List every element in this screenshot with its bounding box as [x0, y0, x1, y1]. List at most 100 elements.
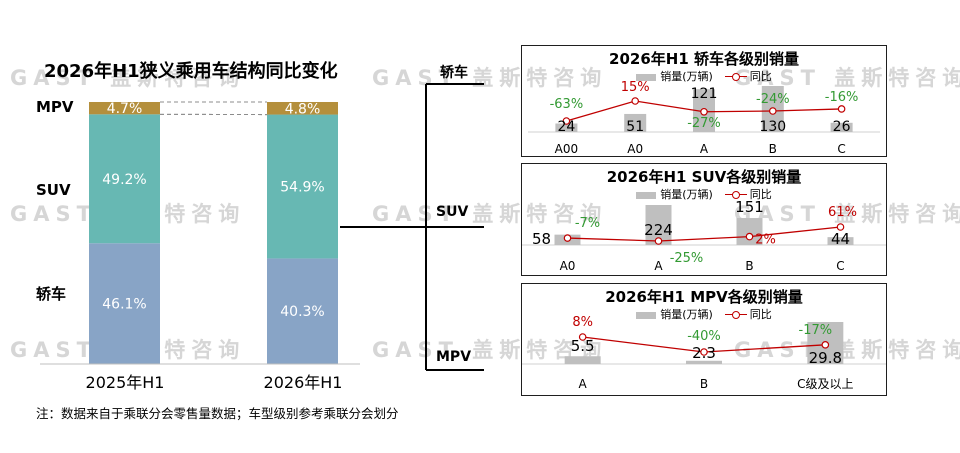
- data-label: 4.8%: [285, 101, 321, 117]
- sedan-panel: 2026年H1 轿车各级别销量 销量(万辆) 同比 24 51 121 130 26 -63…: [521, 45, 887, 157]
- legend-swatch-bar: [636, 311, 657, 319]
- x-tick-label: 2026年H1: [263, 373, 343, 392]
- bar-segment: [89, 102, 160, 115]
- yoy-label: -24%: [756, 92, 790, 107]
- category-label: A: [700, 142, 709, 156]
- yoy-point: [700, 107, 708, 116]
- panel-title: 2026年H1 轿车各级别销量: [609, 50, 799, 68]
- yoy-label: -63%: [550, 97, 584, 112]
- x-tick-label: 2025年H1: [85, 373, 165, 392]
- mpv-panel: 2026年H1 MPV各级别销量 销量(万辆) 同比 5.5 2.3 29.8 8% -4…: [521, 283, 887, 396]
- legend: 销量(万辆) 同比: [522, 306, 886, 321]
- yoy-point: [700, 348, 708, 356]
- legend-label: 销量(万辆): [660, 188, 713, 201]
- yoy-point: [769, 107, 777, 115]
- legend-label: 同比: [749, 188, 772, 201]
- value-label: 151: [735, 198, 764, 216]
- yoy-point: [631, 97, 640, 105]
- bar-segment: [267, 102, 338, 115]
- yoy-label: -7%: [575, 216, 600, 231]
- legend-label: 同比: [749, 70, 772, 83]
- legend: 销量(万辆) 同比: [522, 186, 886, 201]
- yoy-point: [578, 333, 587, 341]
- yoy-point: [745, 232, 754, 241]
- legend-swatch-line: [724, 190, 747, 200]
- yoy-label: 61%: [828, 205, 857, 220]
- panel-title: 2026年H1 MPV各级别销量: [605, 288, 803, 306]
- legend-label: 销量(万辆): [660, 70, 713, 83]
- bar: [736, 218, 763, 245]
- value-label: 121: [691, 86, 718, 102]
- legend-swatch-bar: [636, 73, 657, 81]
- watermark: GAST 盖斯特咨询: [372, 338, 608, 362]
- category-label: B: [700, 377, 708, 391]
- value-label: 29.8: [809, 349, 842, 367]
- legend-swatch-bar: [636, 191, 657, 199]
- suv-chart: 58 224 151 44 -7% -25% 2% 61% A0 A B C: [522, 198, 886, 273]
- watermark: GAST 盖斯特咨询: [734, 338, 960, 362]
- side-label-mpv: MPV: [436, 349, 472, 365]
- value-label: 51: [626, 119, 644, 135]
- yoy-label: -16%: [825, 90, 859, 105]
- side-label-suv: SUV: [436, 204, 469, 220]
- value-label: 2.3: [692, 344, 716, 362]
- value-label: 44: [831, 230, 850, 248]
- value-label: 58: [532, 230, 551, 248]
- legend: 销量(万辆) 同比: [522, 68, 886, 83]
- bar: [686, 360, 722, 364]
- yoy-label: -40%: [687, 329, 721, 344]
- bar: [555, 123, 578, 132]
- data-label: 46.1%: [102, 297, 146, 313]
- value-label: 26: [833, 119, 851, 135]
- sedan-chart: 24 51 121 130 26 -63% 15% -27% -24% -16% A00 A0 A B C: [528, 80, 880, 156]
- category-label: A: [654, 259, 663, 273]
- bar-segment: [267, 114, 338, 259]
- value-label: 224: [644, 221, 673, 239]
- data-label: 54.9%: [280, 179, 324, 195]
- category-label: B: [745, 259, 753, 273]
- yoy-line: [567, 226, 841, 242]
- yoy-label: -27%: [687, 116, 721, 131]
- category-label: B: [769, 142, 777, 156]
- yoy-label: 15%: [621, 80, 650, 95]
- legend-swatch-line: [724, 72, 747, 82]
- category-label: C: [836, 259, 844, 273]
- value-label: 24: [557, 119, 575, 135]
- category-label: A00: [555, 142, 578, 156]
- bar: [827, 237, 854, 245]
- legend-label: 同比: [749, 308, 772, 321]
- yoy-label: 8%: [572, 315, 593, 330]
- legend-label: 销量(万辆): [660, 308, 713, 321]
- watermark: GAST 盖斯特咨询: [372, 202, 608, 226]
- yoy-point: [563, 234, 572, 242]
- category-label: A0: [627, 142, 643, 156]
- value-label: 5.5: [571, 337, 595, 355]
- category-label: A0: [560, 259, 576, 273]
- yoy-label: -25%: [670, 251, 704, 266]
- panel-title: 2026年H1 SUV各级别销量: [606, 168, 802, 186]
- category-label: C: [837, 142, 845, 156]
- bar-segment: [267, 258, 338, 364]
- watermark: GAST 盖斯特咨询: [372, 66, 608, 90]
- data-label: 49.2%: [102, 172, 146, 188]
- bar: [564, 356, 601, 364]
- mpv-chart: 5.5 2.3 29.8 8% -40% -17% A B C级及以上: [522, 315, 886, 391]
- data-label: 40.3%: [280, 304, 324, 320]
- segment-label-suv: SUV: [36, 181, 71, 199]
- value-label: 130: [759, 119, 786, 135]
- category-label: C级及以上: [797, 377, 853, 391]
- yoy-label: -17%: [799, 323, 833, 338]
- suv-panel: 2026年H1 SUV各级别销量 销量(万辆) 同比 58 224 151 44 -7% -…: [521, 163, 887, 276]
- yoy-point: [836, 223, 845, 231]
- chart-title: 2026年H1狭义乘用车结构同比变化: [44, 61, 338, 82]
- category-label: A: [579, 377, 588, 391]
- segment-label-mpv: MPV: [36, 98, 74, 116]
- watermark: GAST 盖斯特咨询: [10, 66, 246, 90]
- legend-swatch-line: [724, 310, 747, 320]
- segment-label-sedan: 轿车: [36, 285, 67, 303]
- yoy-point: [837, 105, 846, 113]
- yoy-point: [821, 341, 830, 349]
- footnote: 注：数据来自于乘联分会零售量数据；车型级别参考乘联分会划分: [36, 406, 399, 421]
